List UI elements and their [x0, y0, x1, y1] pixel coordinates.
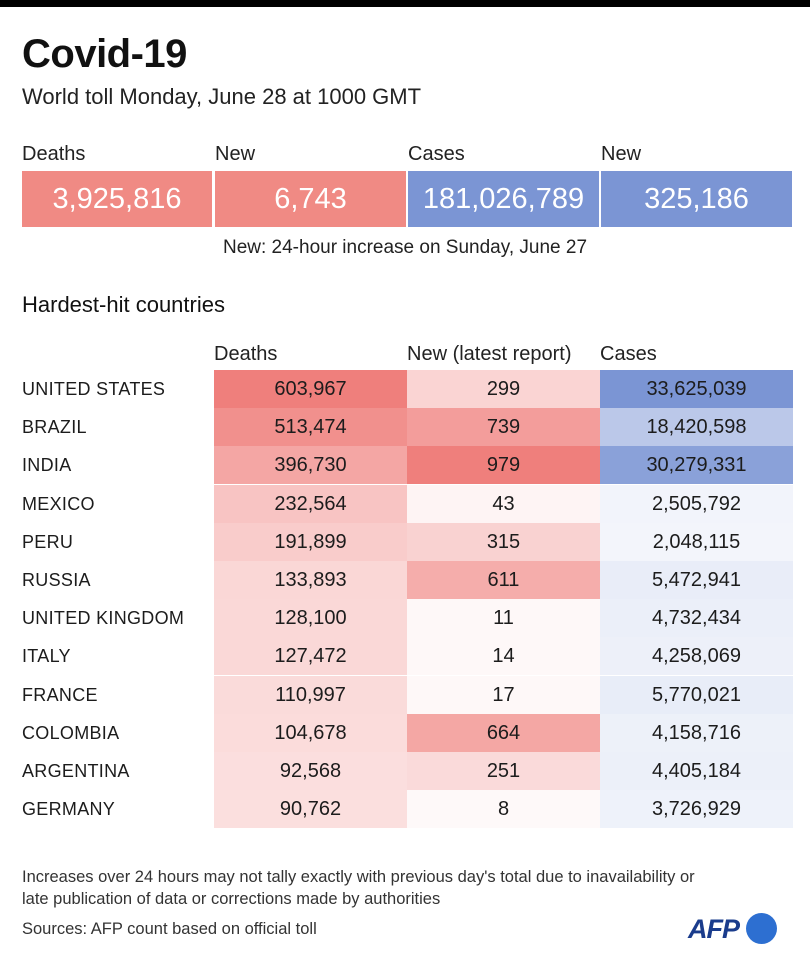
summary-value-1: 6,743: [215, 171, 406, 227]
country-name: RUSSIA: [22, 570, 91, 590]
footnote: Increases over 24 hours may not tally ex…: [22, 868, 695, 908]
table-row: ARGENTINA 92,568 251 4,405,184: [0, 752, 810, 790]
cell-cases: 33,625,039: [600, 370, 793, 408]
cell-new: 979: [407, 446, 600, 485]
summary-label-1: New: [215, 143, 256, 165]
afp-logo-text: AFP: [688, 914, 740, 944]
cell-new: 315: [407, 522, 600, 561]
summary-label-2: Cases: [408, 143, 465, 165]
afp-logo-dot-icon: [746, 913, 777, 944]
cell-new: 11: [407, 599, 600, 638]
country-name: COLOMBIA: [22, 722, 120, 743]
table-row: UNITED KINGDOM 128,100 11 4,732,434: [0, 599, 810, 638]
cell-new: 664: [407, 713, 600, 752]
country-name: MEXICO: [22, 493, 95, 514]
cell-deaths: 104,678: [214, 713, 407, 752]
cell-deaths: 232,564: [214, 484, 407, 523]
cell-cases: 2,048,115: [600, 522, 793, 561]
cell-new: 8: [407, 790, 600, 829]
column-header-cases: Cases: [600, 343, 657, 365]
table-row: BRAZIL 513,474 739 18,420,598: [0, 408, 810, 447]
top-bar: [0, 0, 810, 7]
country-name: UNITED STATES: [22, 379, 166, 399]
country-name: INDIA: [22, 455, 72, 476]
country-name: FRANCE: [22, 684, 98, 705]
page-subtitle: World toll Monday, June 28 at 1000 GMT: [22, 84, 422, 109]
summary-value-3: 325,186: [601, 171, 792, 227]
cell-new: 43: [407, 484, 600, 523]
table-row: ITALY 127,472 14 4,258,069: [0, 637, 810, 676]
afp-logo: AFP: [688, 910, 788, 950]
cell-cases: 4,258,069: [600, 637, 793, 676]
country-name: PERU: [22, 531, 74, 552]
summary-label-0: Deaths: [22, 143, 86, 165]
cell-cases: 18,420,598: [600, 408, 793, 447]
cell-new: 739: [407, 408, 600, 447]
column-header-deaths: Deaths: [214, 343, 278, 365]
table-row: GERMANY 90,762 8 3,726,929: [0, 790, 810, 829]
cell-cases: 5,770,021: [600, 675, 793, 714]
cell-cases: 3,726,929: [600, 790, 793, 829]
cell-new: 299: [407, 370, 600, 408]
cell-deaths: 128,100: [214, 599, 407, 638]
table-row: RUSSIA 133,893 611 5,472,941: [0, 561, 810, 599]
cell-deaths: 127,472: [214, 637, 407, 676]
column-header-new: New (latest report): [407, 343, 572, 365]
cell-cases: 4,405,184: [600, 752, 793, 790]
cell-new: 17: [407, 675, 600, 714]
table-row: FRANCE 110,997 17 5,770,021: [0, 675, 810, 714]
country-name: BRAZIL: [22, 417, 87, 438]
country-name: UNITED KINGDOM: [22, 608, 185, 629]
country-name: GERMANY: [22, 799, 116, 820]
cell-new: 251: [407, 752, 600, 790]
cell-cases: 2,505,792: [600, 484, 793, 523]
cell-cases: 4,732,434: [600, 599, 793, 638]
cell-deaths: 191,899: [214, 522, 407, 561]
cell-deaths: 90,762: [214, 790, 407, 829]
table-row: MEXICO 232,564 43 2,505,792: [0, 484, 810, 523]
table-row: INDIA 396,730 979 30,279,331: [0, 446, 810, 485]
cell-deaths: 396,730: [214, 446, 407, 485]
table-row: UNITED STATES 603,967 299 33,625,039: [0, 370, 810, 408]
cell-deaths: 603,967: [214, 370, 407, 408]
cell-deaths: 513,474: [214, 408, 407, 447]
cell-cases: 4,158,716: [600, 713, 793, 752]
cell-deaths: 110,997: [214, 675, 407, 714]
cell-cases: 5,472,941: [600, 561, 793, 599]
cell-cases: 30,279,331: [600, 446, 793, 485]
cell-new: 611: [407, 561, 600, 599]
summary-value-2: 181,026,789: [408, 171, 599, 227]
sources: Sources: AFP count based on official tol…: [22, 920, 317, 938]
table-row: PERU 191,899 315 2,048,115: [0, 522, 810, 561]
cell-deaths: 133,893: [214, 561, 407, 599]
section-title: Hardest-hit countries: [22, 292, 225, 317]
country-name: ARGENTINA: [22, 761, 130, 781]
table-row: COLOMBIA 104,678 664 4,158,716: [0, 713, 810, 752]
country-name: ITALY: [22, 646, 71, 667]
summary-label-3: New: [601, 143, 642, 165]
cell-deaths: 92,568: [214, 752, 407, 790]
summary-note: New: 24-hour increase on Sunday, June 27: [222, 237, 588, 258]
page-title: Covid-19: [22, 32, 187, 76]
cell-new: 14: [407, 637, 600, 676]
summary-value-0: 3,925,816: [22, 171, 212, 227]
